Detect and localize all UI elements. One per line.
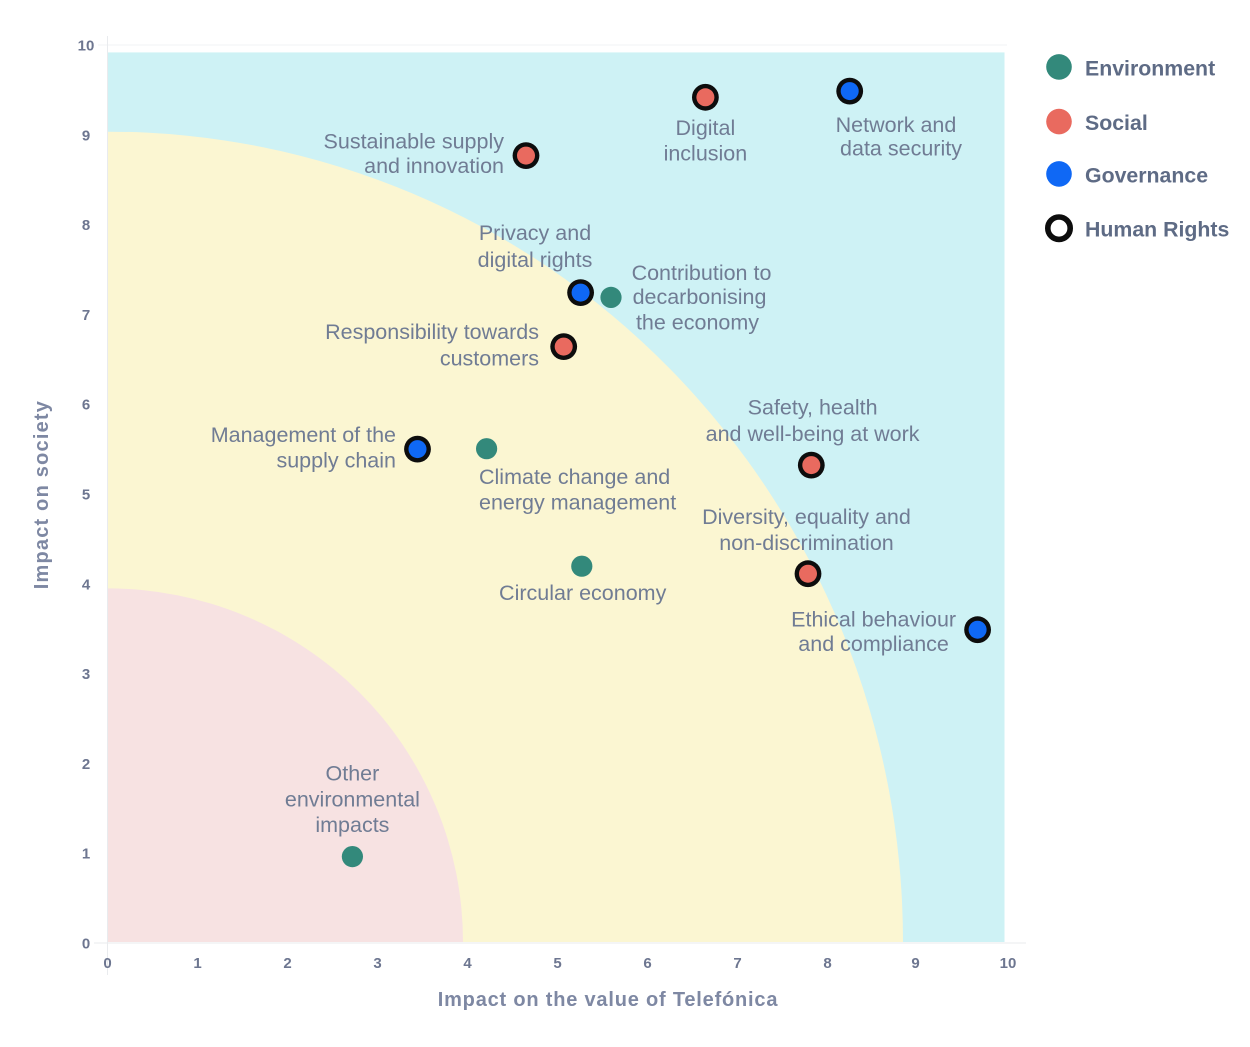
svg-text:0: 0 [82,936,90,953]
svg-text:9: 9 [911,955,919,972]
svg-text:10: 10 [1000,955,1017,972]
svg-text:Privacy and: Privacy and [479,221,591,245]
svg-text:energy management: energy management [479,491,676,515]
svg-text:decarbonising: decarbonising [633,285,767,309]
svg-text:digital rights: digital rights [478,248,593,272]
svg-text:5: 5 [82,487,90,504]
svg-text:7: 7 [733,955,741,972]
svg-text:Diversity, equality and: Diversity, equality and [702,505,911,529]
svg-text:Network and: Network and [836,113,957,137]
svg-text:9: 9 [82,127,90,144]
svg-text:8: 8 [823,955,831,972]
svg-text:the economy: the economy [636,311,759,335]
svg-text:2: 2 [283,955,291,972]
svg-text:non-discrimination: non-discrimination [719,531,893,555]
svg-text:Digital: Digital [676,116,736,140]
svg-text:Impact on the value of Telefón: Impact on the value of Telefónica [438,989,779,1011]
svg-text:Impact on society: Impact on society [31,400,53,589]
svg-text:Contribution to: Contribution to [632,261,772,285]
svg-text:2: 2 [82,756,90,773]
svg-text:4: 4 [82,576,91,593]
svg-text:3: 3 [373,955,381,972]
svg-text:6: 6 [82,397,90,414]
svg-text:environmental: environmental [285,788,420,812]
svg-text:and innovation: and innovation [364,154,504,178]
svg-text:4: 4 [463,955,472,972]
svg-text:Environment: Environment [1085,56,1215,80]
svg-text:Circular economy: Circular economy [499,581,667,605]
svg-text:Sustainable supply: Sustainable supply [324,130,505,154]
svg-text:Other: Other [326,761,380,785]
svg-text:data security: data security [840,137,962,161]
svg-text:impacts: impacts [315,813,389,837]
svg-text:and well-being at work: and well-being at work [706,422,920,446]
svg-text:Safety, health: Safety, health [748,395,878,419]
svg-text:6: 6 [643,955,651,972]
svg-text:Climate change and: Climate change and [479,465,670,489]
svg-text:0: 0 [103,955,111,972]
svg-text:inclusion: inclusion [664,141,748,165]
svg-text:1: 1 [193,955,201,972]
svg-text:customers: customers [440,346,539,370]
svg-text:Ethical behaviour: Ethical behaviour [791,608,956,632]
svg-text:supply chain: supply chain [276,449,396,473]
svg-text:Human Rights: Human Rights [1085,218,1229,242]
svg-text:8: 8 [82,217,90,234]
svg-text:3: 3 [82,666,90,683]
svg-text:1: 1 [82,846,90,863]
svg-text:and compliance: and compliance [798,632,949,656]
svg-text:7: 7 [82,307,90,324]
svg-text:Social: Social [1085,111,1148,135]
svg-text:Responsibility towards: Responsibility towards [325,320,539,344]
svg-text:5: 5 [553,955,561,972]
svg-text:Governance: Governance [1085,163,1208,187]
svg-text:10: 10 [78,38,95,55]
svg-text:Management of the: Management of the [211,423,396,447]
